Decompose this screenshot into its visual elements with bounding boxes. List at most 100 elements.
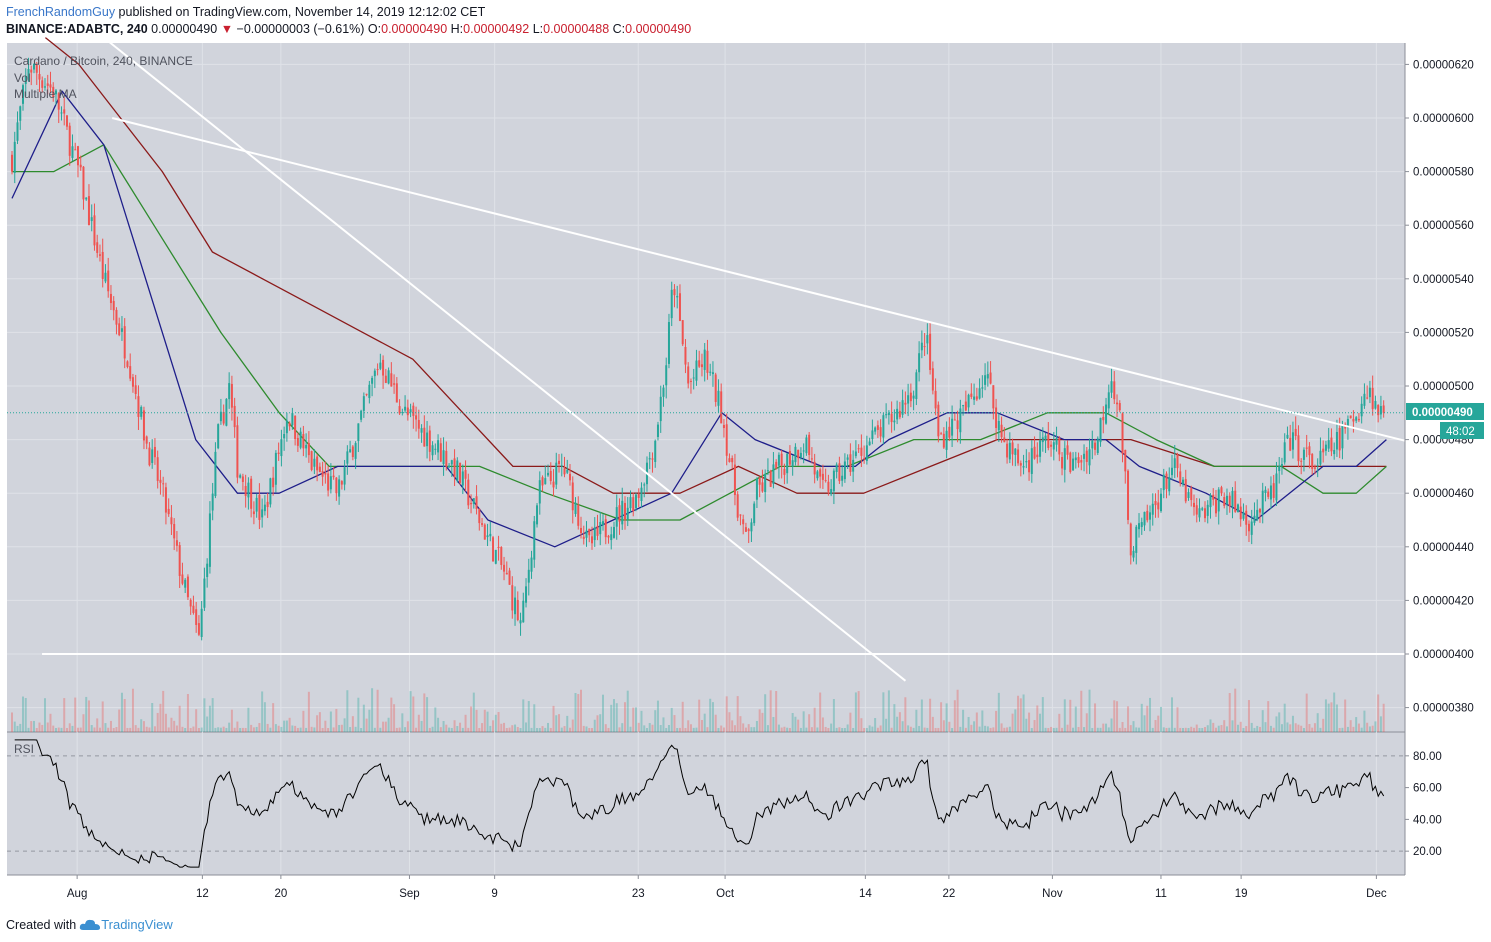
candle xyxy=(219,398,222,425)
candle xyxy=(525,578,528,608)
candle xyxy=(1102,406,1105,434)
volume-bar xyxy=(931,716,934,732)
candle xyxy=(599,512,602,546)
candle xyxy=(698,350,701,368)
volume-bar xyxy=(159,703,162,732)
volume-bar xyxy=(250,724,253,732)
volume-bar xyxy=(1091,727,1094,732)
candle xyxy=(879,419,882,443)
volume-bar xyxy=(596,715,599,732)
candle xyxy=(714,372,717,407)
volume-bar xyxy=(1319,727,1322,732)
volume-bar xyxy=(1006,727,1009,732)
candle xyxy=(1313,464,1316,475)
candle xyxy=(32,63,35,74)
volume-bar xyxy=(940,702,943,732)
trendlines[interactable] xyxy=(7,36,1491,682)
y-tick-label: 0.00000460 xyxy=(1413,488,1474,500)
candle xyxy=(19,105,22,130)
candle xyxy=(492,535,495,562)
candle xyxy=(1289,424,1292,452)
candle xyxy=(1099,417,1102,447)
volume-bar xyxy=(115,727,118,732)
author-link[interactable]: FrenchRandomGuy xyxy=(6,5,116,19)
volume-bar xyxy=(558,714,561,732)
volume-bar xyxy=(838,727,841,732)
volume-bar xyxy=(1190,726,1193,732)
volume-bar xyxy=(780,727,783,732)
volume-bar xyxy=(1357,723,1360,732)
candle xyxy=(1132,546,1135,562)
volume-bar xyxy=(475,709,478,732)
volume-bar xyxy=(1352,726,1355,732)
candle xyxy=(481,517,484,527)
candle xyxy=(514,586,517,626)
volume-bar xyxy=(288,717,291,732)
volume-bar xyxy=(1055,727,1058,732)
volume-bar xyxy=(634,707,637,732)
candle xyxy=(1179,463,1182,487)
volume-bar xyxy=(706,727,709,732)
volume-bar xyxy=(538,727,541,732)
candle xyxy=(854,440,857,459)
volume-bar xyxy=(1017,695,1020,732)
candle xyxy=(1088,438,1091,475)
volume-bar xyxy=(857,691,860,732)
candle xyxy=(1250,509,1253,545)
candle xyxy=(1360,396,1363,424)
candle xyxy=(1349,415,1352,419)
candle xyxy=(505,561,508,575)
volume-bar xyxy=(769,690,772,732)
candle xyxy=(882,412,885,445)
candle xyxy=(489,521,492,542)
candle xyxy=(604,515,607,545)
volume-bar xyxy=(390,697,393,732)
volume-bar xyxy=(1245,726,1248,732)
volume-bar xyxy=(173,720,176,732)
price-axis[interactable]: 0.00000620 0.00000600 0.00000580 0.00000560… xyxy=(1404,43,1474,875)
candle xyxy=(1160,488,1163,513)
volume-bar xyxy=(794,716,797,732)
candle xyxy=(244,474,247,508)
volume-bar xyxy=(1088,689,1091,732)
candle xyxy=(1198,498,1201,522)
candle xyxy=(596,514,599,541)
volume-bar xyxy=(21,696,24,732)
candle xyxy=(401,408,404,416)
volume-bar xyxy=(431,726,434,732)
candle xyxy=(508,567,511,585)
volume-bar xyxy=(1116,701,1119,732)
candle xyxy=(1149,505,1152,532)
volume-bar xyxy=(167,727,170,732)
open-value: 0.00000490 xyxy=(381,22,448,36)
y-tick-label: 0.00000520 xyxy=(1413,327,1474,339)
volume-bar xyxy=(131,688,134,732)
candle xyxy=(640,482,643,508)
candle xyxy=(269,477,272,508)
candle xyxy=(376,363,379,376)
volume-bar xyxy=(459,722,462,732)
tradingview-logo[interactable]: TradingView xyxy=(79,917,173,932)
candle xyxy=(1138,513,1141,538)
candle xyxy=(13,131,16,184)
candle xyxy=(544,465,547,485)
volume-bar xyxy=(508,727,511,732)
volume-bar xyxy=(208,705,211,732)
candle xyxy=(736,491,739,522)
candle xyxy=(654,439,657,468)
volume-bar xyxy=(162,690,165,732)
volume-bar xyxy=(349,727,352,732)
candle xyxy=(423,415,426,447)
volume-bar xyxy=(643,725,646,732)
candle xyxy=(1151,493,1154,526)
candle xyxy=(266,493,269,518)
volume-bar xyxy=(140,719,143,732)
volume-bar xyxy=(695,727,698,732)
candle xyxy=(189,598,192,615)
time-axis[interactable]: Aug 12 20 Sep 9 23 Oct 14 22 Nov 11 19 Dec xyxy=(7,874,1405,900)
volume-bar xyxy=(1250,722,1253,732)
volume-bar xyxy=(60,727,63,732)
candle xyxy=(104,264,107,284)
volume-bar xyxy=(274,724,277,732)
